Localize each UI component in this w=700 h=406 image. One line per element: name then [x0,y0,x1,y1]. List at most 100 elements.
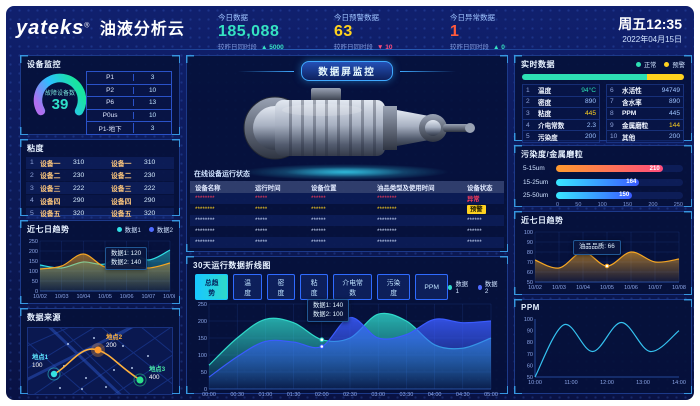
legend-item[interactable]: 数据1 [116,225,141,234]
header-stat-2: 今日异常数据 1 较昨日同时段 ▲ 0 [450,12,536,51]
table-cell: ***** [255,206,268,213]
table-cell: ******** [377,217,397,224]
table-row: P1-地下 3 [87,121,171,134]
metric-value: 445 [668,109,680,117]
stat-value: 63 [334,23,353,40]
point-name: 地点3 [149,366,166,373]
svg-text:200: 200 [29,249,38,255]
legend-item[interactable]: 数据2 [148,225,173,234]
tab-5[interactable]: 污染度 [376,274,411,300]
device-status-block: 在线设备运行状态 设备名称 运行时间 设备位置 油品类型及使用时间 设备状态 *****… [190,168,504,248]
zone-name: P1-地下 [87,123,135,134]
list-item: 2 设备二 230 设备二 230 [26,169,174,182]
svg-text:150: 150 [29,259,38,265]
svg-text:60: 60 [527,270,533,276]
legend-label: 数据2 [156,227,173,234]
tab-0[interactable]: 总趋势 [195,274,229,300]
tab-1[interactable]: 温度 [233,274,262,300]
table-row: 10 其他 200 [606,131,684,143]
legend-item[interactable]: 预警 [664,60,685,69]
table-row: ******** ***** ****** ******** 预警 [190,204,504,215]
zone-value: 3 [150,124,155,132]
device-name: 设备二 [111,173,132,181]
delta-badge: ▲ 5000 [261,44,284,52]
stat-label: 今日异常数据 [450,13,495,22]
panel-title: 实时数据 [521,60,555,69]
weekday-time: 周五12:35 [618,16,682,32]
legend-dot [148,227,154,232]
metric-name: 温度 [538,88,552,96]
table-cell: ***** [255,228,268,235]
list-item: 1 设备一 310 设备一 310 [26,157,174,169]
panel-data-source-map: 数据来源 [20,308,180,395]
legend-label: 预警 [672,62,685,69]
table-row: 8 PPM 445 [606,108,684,120]
svg-text:0: 0 [35,289,38,295]
panel-title: PPM [521,303,540,312]
svg-text:50: 50 [32,279,38,285]
tab-2[interactable]: 密度 [266,274,296,300]
svg-text:50: 50 [201,370,207,376]
svg-text:250: 250 [29,239,38,245]
axis-tick: 150 [622,202,633,209]
table-row: 7 含水率 890 [606,96,684,109]
point-name: 地点1 [32,354,49,361]
axis-tick: 0 [556,202,560,209]
legend-item[interactable]: 数据2 [477,279,499,295]
svg-text:100: 100 [524,230,533,236]
row-index: 3 [526,109,530,117]
chart-tooltip: 数据1: 120 数据2: 140 [105,247,148,270]
bar-track: 150 [556,191,683,199]
realtime-tables: 1 温度 94°C 2 密度 890 3 粘度 445 4 介电常数 2.3 5 污染度 200 6 水活性 9… [515,84,691,143]
warning-segment [646,74,684,80]
svg-text:200: 200 [198,319,207,325]
legend-item[interactable]: 数据1 [448,279,469,295]
zone-name: P2 [87,86,135,94]
svg-text:10/02: 10/02 [33,294,47,300]
status-table-title: 在线设备运行状态 [194,171,250,178]
zone-fault-table: P1 3 P2 10 P6 13 P0us 10 P1-地下 3 [86,71,172,135]
status-legend: 正常 预警 [635,60,685,69]
viscosity-list: 1 设备一 310 设备一 310 2 设备二 230 设备二 230 3 设备三 222 设备三 222 4… [21,157,179,219]
metric-name: 污染度 [538,134,558,142]
row-index: 4 [526,121,530,129]
stat-value: 185,088 [218,23,280,40]
panel-title: 近七日趋势 [27,225,70,234]
tab-4[interactable]: 介电常数 [333,274,372,300]
device-name: 设备三 [40,186,61,194]
panel-trend-7day-left: 近七日趋势 数据1 数据2 250 200 150 100 50 0 10/02 10/03 10… [20,220,180,304]
table-cell: ***** [255,239,268,246]
svg-text:90: 90 [527,240,533,246]
bar-label: 5-15um [523,165,545,173]
tab-6[interactable]: PPM [415,274,449,300]
svg-text:70: 70 [527,352,533,358]
app-logo: yateks® 油液分析云 [16,15,185,40]
device-value: 290 [73,197,85,205]
svg-text:10/04: 10/04 [76,294,90,300]
table-row: ******** ***** ****** ******** ****** [190,215,504,226]
column-header: 油品类型及使用时间 [377,184,435,192]
svg-text:80: 80 [527,340,533,346]
column-header: 设备名称 [195,184,221,192]
device-name: 设备五 [111,211,132,219]
legend-label: 正常 [643,62,657,69]
tab-3[interactable]: 粘度 [300,274,329,300]
svg-text:05:00: 05:00 [484,392,498,398]
axis-tick: 50 [575,202,582,209]
stat-label: 今日数据 [218,13,248,22]
table-cell: ****** [311,195,326,202]
panel-trend-7day-right: 近七日趋势 100 90 80 70 60 50 10/02 10/03 10/04 10/05 1… [514,211,692,295]
device-value: 310 [73,159,85,167]
brand-name: yateks [16,17,85,39]
stat-compare-row: 较昨日同时段 ▲ 5000 [218,41,304,51]
svg-text:10/06: 10/06 [624,285,638,291]
metric-name: PPM [622,109,637,117]
legend-item[interactable]: 正常 [635,60,657,69]
30day-area-chart: 250 200 150 100 50 000:00 00:30 01:00 01:30 02:00… [198,302,498,398]
header-stat-1: 今日预警数据 63 较昨日同时段 ▼ 10 [334,12,420,51]
svg-text:150: 150 [198,336,207,342]
svg-text:100: 100 [198,353,207,359]
device-value: 230 [73,171,85,179]
device-value: 320 [73,209,85,217]
svg-text:10/05: 10/05 [600,285,614,291]
